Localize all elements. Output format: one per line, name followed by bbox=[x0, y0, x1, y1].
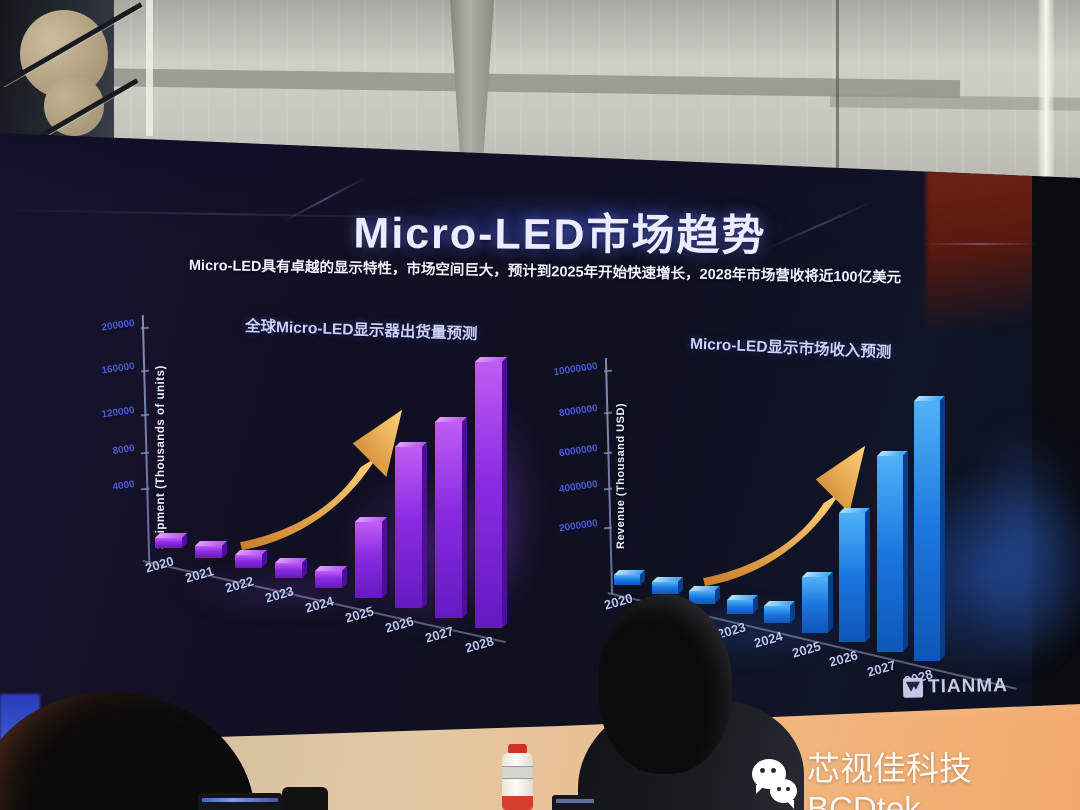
ceiling-panel-wall bbox=[0, 0, 1080, 182]
x-tick-label: 2022 bbox=[223, 573, 256, 596]
wechat-bubble-tail bbox=[756, 785, 765, 794]
growth-arrow-icon bbox=[703, 445, 866, 587]
wechat-bubble-small bbox=[770, 779, 797, 803]
tick-mark bbox=[603, 411, 613, 415]
chair-back bbox=[282, 787, 328, 810]
tianma-logo: TIANMA bbox=[902, 675, 1009, 699]
light-strip bbox=[146, 0, 153, 136]
panel-seam bbox=[836, 0, 839, 182]
laptop-display bbox=[202, 798, 278, 802]
bar-2027 bbox=[876, 455, 903, 652]
bar-2023 bbox=[275, 563, 302, 578]
x-tick-label: 2027 bbox=[864, 656, 897, 680]
bottle-label bbox=[502, 766, 533, 779]
bar-2022 bbox=[235, 554, 262, 568]
bar-2028 bbox=[475, 362, 502, 628]
bar-2024 bbox=[764, 606, 790, 623]
tick-mark bbox=[140, 413, 150, 417]
y-tick-label: 4000 bbox=[111, 479, 136, 494]
tianma-logo-icon bbox=[902, 677, 924, 698]
water-bottle bbox=[500, 744, 535, 810]
light-strip bbox=[1038, 0, 1054, 178]
bar-2026 bbox=[395, 447, 422, 608]
growth-arrow-icon bbox=[240, 409, 403, 551]
tick-mark bbox=[603, 487, 613, 491]
shipment-bar-chart: 全球Micro-LED显示器出货量预测 Shipment (Thousands … bbox=[95, 300, 535, 660]
blue-glow bbox=[940, 380, 1080, 710]
bar-2023 bbox=[726, 599, 753, 614]
chart-title: 全球Micro-LED显示器出货量预测 bbox=[244, 317, 478, 344]
watermark-text: 芯视佳科技BCDtek bbox=[807, 750, 973, 810]
tick-mark bbox=[603, 369, 613, 373]
x-tick-label: 2028 bbox=[463, 633, 496, 656]
red-wall-patch bbox=[926, 170, 1040, 330]
bar-2021 bbox=[651, 582, 678, 595]
y-axis-label: Revenue (Thousand USD) bbox=[615, 402, 627, 549]
window-speaker-corner bbox=[0, 0, 143, 163]
bar-2025 bbox=[355, 522, 382, 598]
x-tick-label: 2026 bbox=[383, 613, 416, 636]
laptop-screen bbox=[552, 795, 628, 810]
y-tick-label: 160000 bbox=[100, 361, 136, 377]
laptop-screen bbox=[198, 793, 282, 810]
bottle-cap bbox=[508, 744, 527, 754]
revenue-bar-chart: Micro-LED显示市场收入预测 Revenue (Thousand USD)… bbox=[553, 330, 1030, 700]
tick-mark bbox=[140, 451, 150, 455]
x-tick-label: 2025 bbox=[789, 637, 822, 661]
x-tick-label: 2021 bbox=[183, 563, 216, 586]
tick-mark bbox=[140, 369, 150, 373]
x-tick-label: 2027 bbox=[423, 623, 456, 646]
y-tick-label: 200000 bbox=[100, 318, 136, 334]
tianma-logo-text: TIANMA bbox=[927, 675, 1009, 698]
laptop-display bbox=[556, 799, 594, 803]
y-axis-line bbox=[141, 315, 151, 562]
bar-2028 bbox=[914, 400, 940, 661]
light-streak bbox=[922, 243, 1038, 245]
y-tick-label: 8000 bbox=[111, 443, 136, 458]
bar-2021 bbox=[195, 546, 222, 558]
screen-right-dark-edge bbox=[1032, 146, 1080, 708]
tick-mark bbox=[140, 326, 150, 330]
bar-2026 bbox=[839, 513, 865, 642]
y-tick-label: 120000 bbox=[100, 405, 136, 421]
tick-mark bbox=[603, 451, 613, 455]
wechat-icon bbox=[752, 757, 799, 810]
x-tick-label: 2024 bbox=[752, 628, 785, 651]
bar-2027 bbox=[435, 422, 462, 618]
chart-title: Micro-LED显示市场收入预测 bbox=[689, 335, 892, 362]
bar-2022 bbox=[689, 590, 715, 604]
y-tick-label: 6000000 bbox=[558, 443, 599, 460]
title-glow-band bbox=[290, 186, 850, 266]
bar-2025 bbox=[801, 576, 828, 633]
watermark: 芯视佳科技BCDtek bbox=[752, 742, 1080, 810]
purple-glow bbox=[300, 430, 560, 670]
wechat-bubble-tail bbox=[786, 800, 794, 809]
bar-2024 bbox=[315, 571, 342, 588]
bottle-red-band bbox=[502, 796, 533, 810]
audience-head-center bbox=[598, 594, 732, 774]
y-axis-line bbox=[604, 358, 614, 594]
y-tick-label: 8000000 bbox=[558, 403, 599, 420]
y-tick-label: 10000000 bbox=[552, 361, 599, 379]
bar-2020 bbox=[614, 575, 640, 585]
y-axis-label: Shipment (Thousands of units) bbox=[155, 365, 167, 549]
x-tick-label: 2023 bbox=[263, 583, 296, 606]
slide-title: Micro-LED市场趋势 bbox=[353, 209, 767, 261]
bar-2020 bbox=[155, 538, 182, 548]
x-tick-label: 2026 bbox=[827, 647, 860, 670]
